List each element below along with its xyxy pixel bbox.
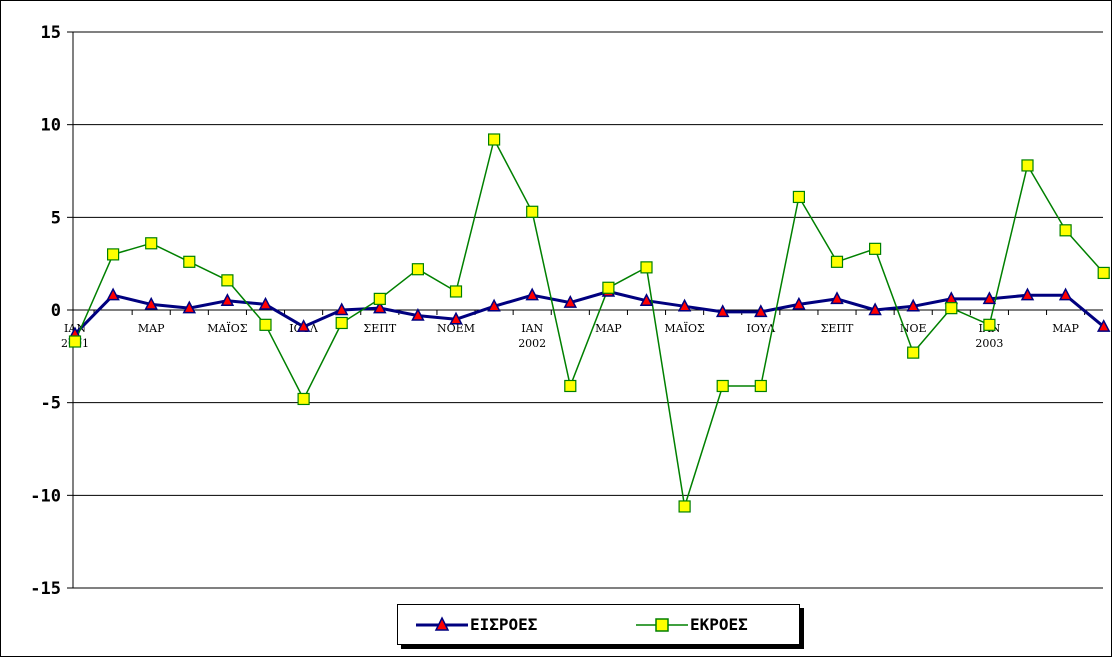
data-point-inflows — [182, 300, 197, 314]
y-tick-label: 0 — [51, 301, 61, 321]
data-point-outflows — [221, 274, 234, 287]
legend-item-outflows: ΕΚΡΟΕΣ — [636, 605, 748, 644]
data-point-inflows — [373, 300, 387, 314]
data-point-outflows — [335, 316, 348, 330]
data-point-outflows — [183, 255, 196, 268]
x-tick-label: ΙΑΝ — [521, 322, 543, 335]
data-point-outflows — [259, 318, 272, 331]
data-point-inflows — [830, 291, 844, 305]
data-point-outflows — [564, 379, 577, 393]
data-point-inflows — [792, 296, 806, 310]
y-tick-label: 10 — [41, 116, 61, 136]
data-point-inflows — [868, 302, 882, 316]
data-point-outflows — [449, 285, 463, 298]
x-tick-label: ΜΑΡ — [138, 322, 165, 335]
data-point-outflows — [297, 392, 310, 406]
data-point-inflows — [487, 298, 501, 312]
y-tick-label: 15 — [41, 23, 61, 43]
data-point-outflows — [640, 261, 653, 274]
data-point-inflows — [106, 287, 120, 301]
y-tick-label: -15 — [30, 579, 61, 599]
x-tick-label: 2003 — [975, 337, 1003, 350]
data-point-outflows — [1021, 159, 1034, 172]
y-tick-label: -10 — [30, 486, 61, 506]
data-point-outflows — [411, 263, 424, 276]
data-point-inflows — [639, 293, 654, 306]
legend-label-inflows: ΕΙΣΡΟΕΣ — [470, 615, 538, 634]
data-point-inflows — [1020, 287, 1035, 301]
data-point-outflows — [526, 205, 539, 218]
data-point-outflows — [1097, 266, 1110, 280]
data-point-outflows — [754, 379, 767, 393]
data-point-inflows — [296, 319, 311, 332]
x-tick-label: ΣΕΠΤ — [821, 322, 854, 335]
data-point-outflows — [602, 281, 615, 294]
data-point-inflows — [677, 298, 692, 312]
data-point-outflows — [907, 346, 920, 359]
data-point-outflows — [868, 242, 882, 255]
data-point-outflows — [106, 248, 120, 261]
data-point-inflows — [754, 304, 768, 318]
legend-label-outflows: ΕΚΡΟΕΣ — [690, 615, 748, 634]
data-point-inflows — [982, 291, 997, 305]
data-point-outflows — [983, 318, 996, 331]
x-tick-label: ΙΟΥΛ — [747, 322, 777, 335]
x-tick-label: ΝΟΕ — [900, 322, 927, 335]
data-point-inflows — [220, 293, 235, 306]
x-tick-label: ΝΟΕΜ — [437, 322, 475, 335]
data-point-inflows — [715, 304, 730, 318]
x-tick-label: 2002 — [518, 337, 546, 350]
legend-item-inflows: ΕΙΣΡΟΕΣ — [416, 605, 537, 644]
data-point-outflows — [488, 133, 501, 146]
data-point-inflows — [258, 296, 273, 310]
x-tick-label: ΜΑΪΟΣ — [207, 321, 248, 335]
data-point-outflows — [945, 302, 958, 315]
data-point-inflows — [449, 311, 463, 325]
legend-swatch-inflows — [416, 615, 468, 631]
data-point-inflows — [144, 296, 158, 310]
data-point-outflows — [1059, 224, 1072, 237]
data-point-inflows — [1058, 287, 1073, 301]
legend: ΕΙΣΡΟΕΣ ΕΚΡΟΕΣ — [397, 604, 800, 645]
data-point-inflows — [563, 294, 578, 308]
x-tick-label: ΜΑΡ — [595, 322, 622, 335]
y-tick-label: 5 — [51, 208, 61, 228]
data-point-inflows — [411, 307, 425, 321]
data-point-outflows — [830, 255, 844, 268]
data-point-outflows — [716, 379, 729, 393]
x-tick-label: ΜΑΡ — [1052, 322, 1079, 335]
x-tick-label: ΣΕΠΤ — [363, 322, 396, 335]
data-point-inflows — [1096, 319, 1111, 332]
data-point-inflows — [906, 298, 920, 312]
y-tick-label: -5 — [41, 394, 61, 414]
data-point-inflows — [525, 287, 539, 301]
data-point-outflows — [145, 237, 158, 250]
x-tick-label: ΜΑΪΟΣ — [664, 321, 705, 335]
data-point-outflows — [373, 292, 386, 305]
data-point-outflows — [68, 335, 82, 348]
data-point-outflows — [678, 500, 691, 513]
legend-swatch-outflows — [636, 617, 688, 632]
series-line-outflows — [74, 138, 1105, 508]
data-point-inflows — [334, 302, 349, 316]
data-point-outflows — [792, 190, 806, 204]
